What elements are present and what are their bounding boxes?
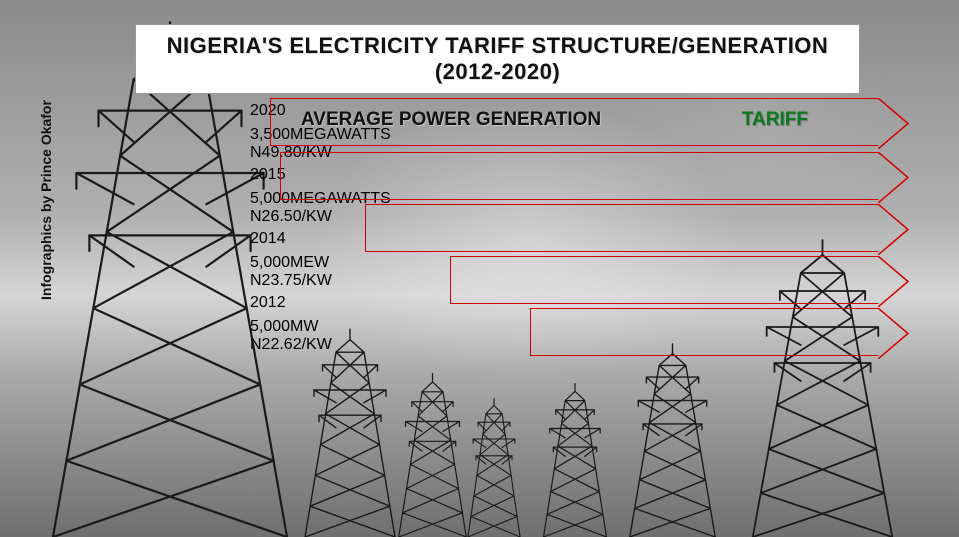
- header-arrow-bar: AVERAGE POWER GENERATION TARIFF: [270, 98, 878, 146]
- tariff-header: TARIFF: [742, 109, 808, 131]
- arrow-tip-icon: [878, 256, 908, 307]
- tariff-badge: N26.50/KW: [250, 208, 368, 226]
- transmission-tower-icon: [540, 382, 610, 537]
- credit-line: Infographics by Prince Okafor: [38, 100, 54, 300]
- generation-header: AVERAGE POWER GENERATION: [301, 109, 601, 131]
- arrow-tip-icon: [878, 152, 908, 203]
- row-arrow-bar: [450, 256, 878, 304]
- transmission-tower-icon: [465, 397, 523, 537]
- arrow-tip-icon: [878, 308, 908, 359]
- tariff-badge: N22.62/KW: [250, 336, 368, 354]
- infographic-chart: AVERAGE POWER GENERATION TARIFF 20203,50…: [250, 98, 930, 398]
- row-arrow-bar: [365, 204, 878, 252]
- tariff-badge: N23.75/KW: [250, 272, 368, 290]
- page-title: NIGERIA'S ELECTRICITY TARIFF STRUCTURE/G…: [135, 24, 860, 94]
- arrow-tip-icon: [878, 204, 908, 255]
- year-badge: 2012: [250, 290, 314, 318]
- year-badge: 2014: [250, 226, 314, 254]
- arrow-tip-icon: [878, 98, 908, 149]
- row-arrow-bar: [530, 308, 878, 356]
- row-arrow-bar: [280, 152, 878, 200]
